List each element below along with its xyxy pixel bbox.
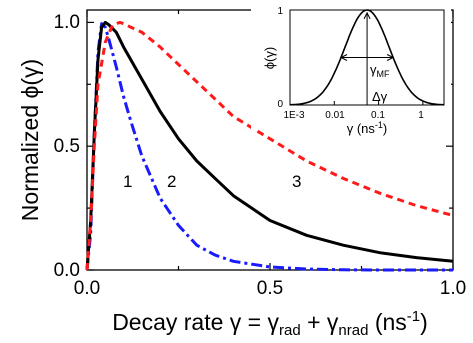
curve-label-1: 1 (123, 172, 132, 191)
inset-y-tick-label-0: 0 (277, 99, 283, 110)
x-axis-title-close: ) (420, 309, 428, 335)
main-curves (85, 20, 454, 272)
series-line-3 (85, 20, 454, 271)
series-line-1 (85, 22, 453, 272)
curve-label-3: 3 (292, 172, 301, 191)
x-axis-title-unit: (ns (368, 309, 406, 335)
inset-curve-group (289, 9, 445, 106)
inset-x-axis-title-close: ) (383, 121, 387, 136)
inset-x-axis-title-main: γ (ns (347, 121, 376, 136)
curve-label-2: 2 (167, 172, 176, 191)
inset-x-tick-label-1: 0.01 (325, 110, 345, 121)
x-axis-title-sub1: rad (279, 322, 301, 339)
inset-x-tick-label-3: 1 (418, 110, 424, 121)
series-line-2 (85, 20, 454, 271)
inset-gamma-mf-arrowhead (363, 11, 371, 20)
inset-gamma-mf-main: γ (370, 62, 377, 77)
inset-x-tick-label-0: 1E-3 (283, 110, 305, 121)
inset-x-tick-label-2: 0.1 (371, 110, 385, 121)
inset-background (251, 8, 451, 130)
x-axis-title-main: Decay rate γ = γ (112, 309, 279, 335)
x-axis-title: Decay rate γ = γrad + γnrad (ns-1) (112, 308, 428, 339)
inset-delta-gamma-arrowhead-left (339, 54, 348, 61)
inset-x-axis-title-exp: -1 (375, 120, 383, 130)
x-axis-title-sub2: nrad (338, 322, 368, 339)
x-tick-label-2: 1.0 (440, 278, 466, 299)
inset-gamma-mf-sub: MF (377, 69, 390, 79)
inset-x-axis-title: γ (ns-1) (347, 120, 388, 136)
inset-gamma-mf-label: γMF (370, 62, 390, 79)
x-tick-label-1: 0.5 (257, 278, 283, 299)
inset-y-axis-title: ϕ(γ) (262, 47, 277, 69)
inset-distribution-curve (289, 9, 445, 106)
inset-delta-gamma-label: Δγ (372, 89, 388, 104)
y-tick-label-1: 0.5 (54, 136, 80, 157)
x-tick-label-0: 0.0 (74, 278, 100, 299)
y-tick-label-2: 1.0 (54, 12, 80, 33)
x-axis-title-exp: -1 (407, 308, 420, 325)
inset-y-tick-label-1: 1 (277, 6, 283, 17)
x-axis-title-plus: + γ (301, 309, 339, 335)
inset-delta-gamma-arrowhead-right (386, 54, 395, 61)
y-tick-label-0: 0.0 (54, 260, 80, 281)
y-axis-title: Normalized ϕ(γ) (17, 59, 43, 221)
